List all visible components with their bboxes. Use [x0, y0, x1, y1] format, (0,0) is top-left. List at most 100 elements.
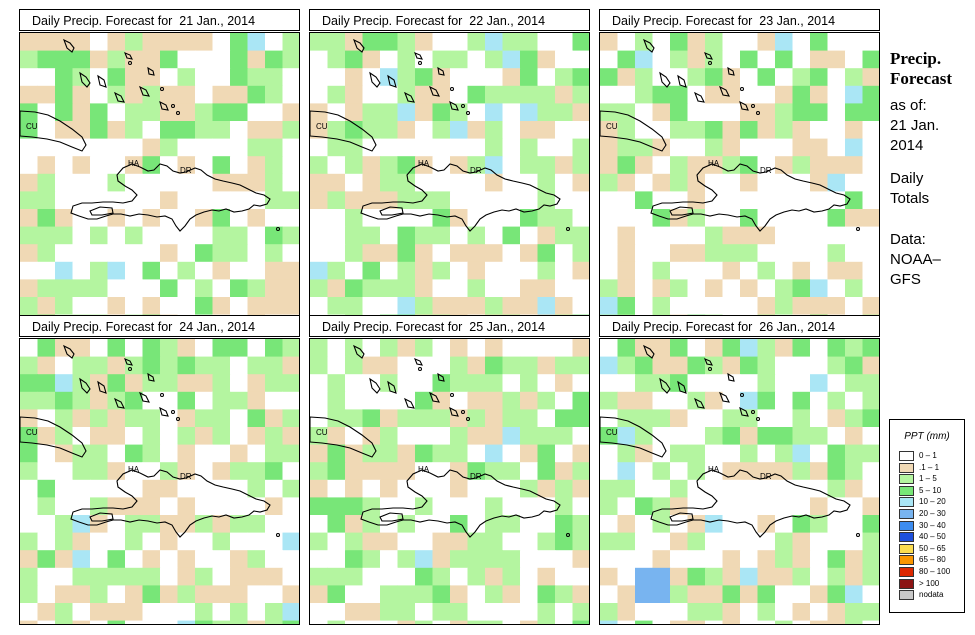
- small-island-marker: [176, 111, 180, 115]
- precip-cell: [90, 297, 108, 316]
- precip-cell: [177, 339, 196, 358]
- precip-cell: [572, 391, 589, 410]
- precip-cell: [345, 68, 363, 87]
- precip-cell: [142, 567, 161, 586]
- forecast-panel-4: Daily Precip. Forecast for 24 Jan., 2014…: [19, 315, 300, 625]
- precip-cell: [740, 620, 758, 624]
- precip-cell: [397, 121, 416, 140]
- precip-cell: [617, 462, 636, 481]
- precip-cell: [757, 497, 776, 516]
- precip-cell: [450, 297, 468, 316]
- precip-cell: [160, 462, 178, 481]
- precip-cell: [792, 138, 811, 157]
- precip-cell: [722, 50, 741, 69]
- precip-cell: [600, 138, 618, 157]
- precip-cell: [72, 138, 91, 157]
- legend-title: PPT (mm): [904, 431, 950, 442]
- precip-cell: [670, 620, 688, 624]
- precip-cell: [20, 121, 38, 140]
- precip-cell: [362, 297, 381, 316]
- precip-cell: [845, 244, 863, 263]
- precip-cell: [345, 462, 363, 481]
- precip-cell: [537, 409, 556, 428]
- precip-cell: [310, 585, 328, 604]
- small-island-marker: [450, 393, 454, 397]
- precip-cell: [380, 532, 398, 551]
- precip-map: CU HA DR: [19, 32, 300, 319]
- precip-cell: [380, 103, 398, 122]
- precip-cell: [327, 620, 346, 624]
- precip-cell: [467, 261, 486, 280]
- precip-cell: [740, 50, 758, 69]
- precip-cell: [177, 427, 196, 446]
- precip-cell: [467, 585, 486, 604]
- precip-cell: [432, 391, 451, 410]
- precip-cell: [555, 50, 573, 69]
- legend-item: 30 – 40: [899, 520, 965, 532]
- precip-cell: [282, 138, 299, 157]
- precip-cell: [810, 479, 828, 498]
- precip-cell: [467, 550, 486, 569]
- precip-cell: [20, 497, 38, 516]
- precip-cell: [20, 409, 38, 428]
- precip-cell: [415, 427, 433, 446]
- precip-cell: [652, 409, 671, 428]
- precip-cell: [520, 550, 538, 569]
- precip-cell: [617, 444, 636, 463]
- precip-map: CU HA DR: [599, 32, 880, 319]
- precip-cell: [415, 297, 433, 316]
- precip-cell: [467, 620, 486, 624]
- precip-cell: [432, 603, 451, 622]
- precip-cell: [792, 532, 811, 551]
- precip-cell: [520, 462, 538, 481]
- small-island-marker: [856, 227, 860, 231]
- precip-cell: [520, 409, 538, 428]
- precip-cell: [467, 374, 486, 393]
- small-island-marker: [171, 410, 175, 414]
- precip-cell: [670, 121, 688, 140]
- dr-label: DR: [180, 472, 192, 481]
- precip-cell: [72, 244, 91, 263]
- precip-cell: [537, 121, 556, 140]
- precip-cell: [810, 356, 828, 375]
- precip-cell: [327, 339, 346, 358]
- legend-item: 40 – 50: [899, 532, 965, 543]
- precip-cell: [705, 191, 723, 210]
- legend-swatch: [899, 485, 914, 496]
- precip-cell: [212, 261, 231, 280]
- precip-cell: [310, 603, 328, 622]
- precip-cell: [327, 85, 346, 104]
- precip-cell: [380, 244, 398, 263]
- precip-cell: [380, 226, 398, 245]
- precip-cell: [247, 356, 266, 375]
- small-island-marker: [708, 367, 712, 371]
- precip-cell: [177, 173, 196, 192]
- precip-cell: [670, 603, 688, 622]
- precip-cell: [687, 462, 706, 481]
- precip-cell: [792, 50, 811, 69]
- precip-cell: [635, 567, 653, 586]
- precip-cell: [415, 339, 433, 358]
- precip-cell: [537, 603, 556, 622]
- precip-cell: [810, 138, 828, 157]
- precip-cell: [722, 226, 741, 245]
- precip-cell: [537, 356, 556, 375]
- precip-cell: [722, 138, 741, 157]
- precip-cell: [757, 550, 776, 569]
- bahamas-island-coastline: [138, 85, 150, 97]
- precip-cell: [20, 620, 38, 624]
- precip-cell: [617, 173, 636, 192]
- legend-label: 0 – 1: [919, 451, 937, 460]
- cuba-coastline: [600, 416, 667, 458]
- precip-cell: [310, 121, 328, 140]
- precip-cell: [247, 409, 266, 428]
- precip-cell: [722, 567, 741, 586]
- precip-cell: [212, 156, 231, 175]
- precip-cell: [212, 121, 231, 140]
- precip-cell: [827, 409, 846, 428]
- precip-cell: [247, 173, 266, 192]
- precip-cell: [502, 585, 521, 604]
- precip-cell: [652, 620, 671, 624]
- precip-cell: [555, 515, 573, 534]
- precip-cell: [282, 427, 299, 446]
